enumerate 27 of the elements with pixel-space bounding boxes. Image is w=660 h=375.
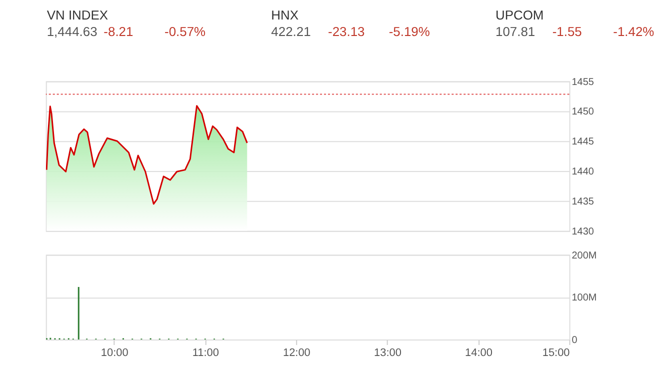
- x-tick-label: 14:00: [465, 346, 492, 359]
- y-tick-label: 1445: [572, 136, 594, 148]
- y-tick-label: 1450: [572, 106, 594, 118]
- y-tick-label: 200M: [572, 250, 597, 262]
- text: -8.21: [104, 24, 134, 39]
- text: 1,444.63: [46, 24, 98, 39]
- text: -23.13: [328, 24, 365, 39]
- text: 422.21: [271, 24, 311, 39]
- y-tick-label: 0: [572, 335, 578, 346]
- x-tick-label: 11:00: [192, 346, 219, 359]
- text: -1.42%: [613, 24, 655, 39]
- y-tick-label: 1455: [572, 76, 594, 88]
- x-tick-label: 13:00: [374, 346, 402, 359]
- y-tick-label: 1435: [572, 196, 594, 208]
- y-tick-label: 1430: [572, 226, 594, 238]
- text: UPCOM: [496, 7, 544, 22]
- text: -1.55: [552, 24, 582, 39]
- text: 107.81: [496, 24, 536, 39]
- x-tick-label: 12:00: [282, 346, 310, 359]
- text: -0.57%: [164, 24, 206, 39]
- y-tick-label: 1440: [572, 166, 594, 178]
- text: VN INDEX: [46, 7, 108, 22]
- y-tick-label: 100M: [572, 292, 597, 304]
- x-tick-label: 15:00: [542, 346, 570, 359]
- text: HNX: [271, 7, 299, 22]
- text: -5.19%: [388, 24, 430, 39]
- x-tick-label: 10:00: [100, 346, 128, 359]
